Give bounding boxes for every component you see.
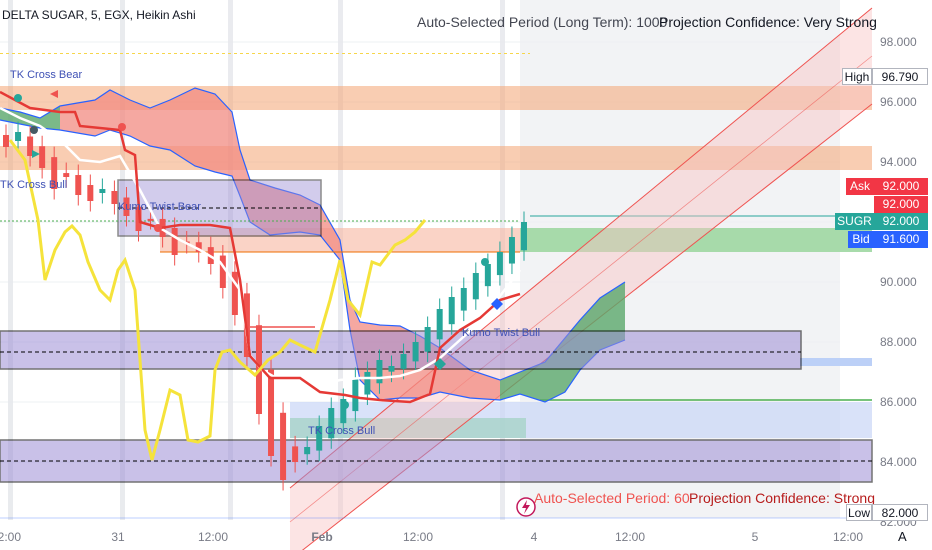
lightning-icon[interactable] xyxy=(516,497,536,517)
candle-body xyxy=(316,426,323,451)
candle-body xyxy=(171,227,178,255)
time-tick-label: 12:00 xyxy=(403,530,433,544)
candle-body xyxy=(376,360,383,384)
candle-body xyxy=(460,288,467,311)
candle-body xyxy=(219,255,226,288)
chart-annotations: TK Cross Bear TK Cross Bull Kumo Twist B… xyxy=(0,69,540,437)
candle-body xyxy=(123,197,130,216)
time-tick-label: 12:00 xyxy=(833,530,863,544)
candle-body xyxy=(352,378,359,412)
candle-body xyxy=(521,222,527,251)
price-tick-label: 94.000 xyxy=(880,155,917,169)
bid-zone xyxy=(520,228,872,252)
price-tick-label: 90.000 xyxy=(880,275,917,289)
candle-body xyxy=(231,271,238,315)
candle-body xyxy=(51,157,58,189)
long-term-period: Auto-Selected Period (Long Term): 1000 xyxy=(417,14,668,30)
low-value: 82.000 xyxy=(872,504,928,521)
candle-body xyxy=(400,354,407,369)
candle-body xyxy=(87,185,94,201)
candle-body xyxy=(268,369,275,456)
time-axis[interactable]: 12:00 31 12:00 Feb 12:00 4 12:00 5 12:00 xyxy=(0,530,863,544)
signal-markers xyxy=(14,90,503,409)
symbol-title: DELTA SUGAR, 5, EGX, Heikin Ashi xyxy=(2,8,196,22)
signal-dot-row xyxy=(0,53,530,56)
candle-body xyxy=(340,399,347,424)
candle-body xyxy=(472,273,479,300)
annotation-tk-cross-bull-left: TK Cross Bull xyxy=(0,179,67,191)
time-tick-label: 4 xyxy=(531,530,538,544)
annotation-kumo-twist-bull: Kumo Twist Bull xyxy=(462,327,540,339)
candle-body xyxy=(484,264,491,287)
annotation-tk-cross-bear: TK Cross Bear xyxy=(10,69,82,81)
short-term-confidence: Projection Confidence: Strong xyxy=(689,490,875,506)
ask-badge: Ask xyxy=(846,178,874,195)
short-term-period: Auto-Selected Period: 60 xyxy=(534,490,690,506)
mid-value: 92.000 xyxy=(874,196,928,213)
candles xyxy=(3,121,527,491)
candle-body xyxy=(448,297,455,325)
long-term-confidence: Projection Confidence: Very Strong xyxy=(659,14,877,30)
candle-body xyxy=(364,372,371,395)
price-tick-label: 98.000 xyxy=(880,35,917,49)
price-tick-label: 86.000 xyxy=(880,395,917,409)
price-tick-label: 84.000 xyxy=(880,455,917,469)
time-tick-label: 5 xyxy=(752,530,759,544)
symbol-badge: SUGR xyxy=(835,213,874,230)
candle-body xyxy=(424,327,431,352)
candle-body xyxy=(436,309,443,340)
time-tick-label: 12:00 xyxy=(198,530,228,544)
bid-value: 91.600 xyxy=(874,231,928,248)
candle-body xyxy=(39,146,46,168)
candle-body xyxy=(3,135,9,147)
price-tick-label: 88.000 xyxy=(880,335,917,349)
candle-body xyxy=(304,447,311,455)
candle-body xyxy=(15,132,22,141)
candle-body xyxy=(292,446,299,462)
high-badge: High xyxy=(842,68,872,85)
symbol-value: 92.000 xyxy=(874,213,928,230)
candle-body xyxy=(63,173,70,177)
blue-strip xyxy=(800,358,872,366)
candle-body xyxy=(388,366,395,372)
kijun-line xyxy=(0,90,521,404)
candle-body xyxy=(99,189,106,194)
chikou-line xyxy=(8,139,427,461)
time-tick-label: 31 xyxy=(111,530,125,544)
candle-body xyxy=(147,218,154,221)
annotation-kumo-twist-bear: Kumo Twist Bear xyxy=(118,201,201,213)
candle-body xyxy=(111,191,118,204)
time-tick-label: 12:00 xyxy=(615,530,645,544)
time-tick-label: Feb xyxy=(311,530,332,544)
candle-body xyxy=(135,206,142,231)
bid-badge: Bid xyxy=(848,231,874,248)
high-value: 96.790 xyxy=(872,68,928,85)
candle-body xyxy=(195,242,202,252)
ask-value: 92.000 xyxy=(874,178,928,195)
time-tick-label: 12:00 xyxy=(0,530,21,544)
low-badge: Low xyxy=(846,504,872,521)
candle-body xyxy=(280,412,287,480)
candle-body xyxy=(328,408,335,439)
price-tick-label: 96.000 xyxy=(880,95,917,109)
candle-body xyxy=(508,237,515,264)
auto-scale-button[interactable]: A xyxy=(898,529,907,544)
price-axis[interactable]: 98.00096.00094.00092.00090.00088.00086.0… xyxy=(880,35,917,529)
candle-body xyxy=(412,342,419,362)
candle-body xyxy=(496,252,503,276)
candle-body xyxy=(75,175,82,195)
candle-body xyxy=(27,136,34,156)
annotation-tk-cross-bull-bottom: TK Cross Bull xyxy=(308,425,375,437)
